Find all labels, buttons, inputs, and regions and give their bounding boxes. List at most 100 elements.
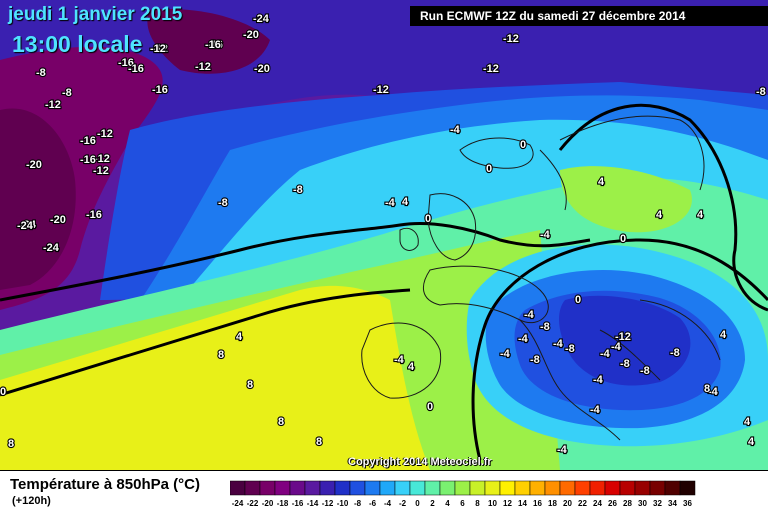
contour-label: -20 (254, 63, 270, 75)
contour-label: -4 (540, 229, 551, 241)
contour-label: -12 (373, 84, 389, 96)
scale-swatch (439, 480, 456, 496)
contour-label: -24 (253, 13, 270, 25)
scale-swatch (349, 480, 366, 496)
legend-title: Température à 850hPa (°C) (10, 476, 200, 493)
contour-label: 8 (704, 383, 710, 395)
contour-label: -12 (94, 153, 110, 165)
contour-label: 0 (575, 294, 581, 306)
scale-label: 12 (503, 499, 512, 508)
scale-swatch (274, 480, 291, 496)
scale-swatch (589, 480, 606, 496)
scale-swatch (364, 480, 381, 496)
scale-label: 2 (430, 499, 435, 508)
contour-label: -4 (557, 444, 568, 456)
contour-label: 4 (720, 329, 727, 341)
scale-label: -12 (322, 499, 334, 508)
scale-swatch (649, 480, 666, 496)
scale-label: -10 (337, 499, 349, 508)
scale-label: 10 (488, 499, 497, 508)
scale-label: -14 (307, 499, 319, 508)
scale-swatch (484, 480, 501, 496)
contour-label: -4 (450, 124, 461, 136)
contour-label: 4 (748, 436, 755, 448)
contour-label: 4 (598, 176, 605, 188)
contour-label: -8 (756, 86, 766, 98)
scale-swatch (409, 480, 426, 496)
isotherm-0-east (471, 238, 768, 461)
contour-label: -16 (80, 135, 96, 147)
legend-footer: Température à 850hPa (°C) (+120h) -24 -22… (0, 470, 768, 512)
contour-label: 8 (247, 379, 253, 391)
contour-label: -12 (503, 33, 519, 45)
field-cold-low-core (558, 295, 691, 386)
scale-label: -4 (384, 499, 392, 508)
contour-label: -16 (152, 84, 168, 96)
scale-label: 22 (578, 499, 587, 508)
contour-label: -4 (708, 386, 719, 398)
scale-swatch (604, 480, 621, 496)
scale-swatch (289, 480, 306, 496)
scale-swatch (244, 480, 261, 496)
scale-swatch (424, 480, 441, 496)
contour-label: -12 (152, 43, 168, 55)
scale-swatch (499, 480, 516, 496)
scale-swatch (634, 480, 651, 496)
contour-label: -8 (218, 197, 228, 209)
contour-label: 8 (218, 349, 224, 361)
contour-label: -8 (670, 347, 680, 359)
contour-label: 0 (0, 386, 6, 398)
scale-swatch (544, 480, 561, 496)
scale-label: 0 (415, 499, 420, 508)
forecast-date: jeudi 1 janvier 2015 (8, 4, 183, 25)
isotherm-0 (0, 222, 591, 302)
scale-swatch (679, 480, 696, 496)
coastlines (361, 115, 721, 441)
contour-label: -8 (565, 343, 575, 355)
contour-label: 0 (486, 163, 492, 175)
scale-swatch (619, 480, 636, 496)
scale-label: 14 (518, 499, 527, 508)
contour-label: -24 (43, 242, 60, 254)
scale-swatch (259, 480, 276, 496)
contour-label: -8 (293, 184, 303, 196)
contour-label: -4 (611, 341, 622, 353)
contour-label: -4 (500, 348, 511, 360)
contour-label: -8 (530, 354, 540, 366)
color-scale: -24 -22 -20 -18 -16 -14 -12 -10 -8 -6 -4 -2 0 2 4 6 8 10 1… (230, 480, 696, 508)
contour-label: -16 (207, 39, 223, 51)
run-info: Run ECMWF 12Z du samedi 27 décembre 2014 (410, 6, 768, 26)
contour-label: 4 (697, 209, 704, 221)
scale-label: 20 (563, 499, 572, 508)
scale-label: 32 (653, 499, 662, 508)
contour-label: -16 (118, 57, 134, 69)
scale-label: 18 (548, 499, 557, 508)
temperature-map: -24 -20 -16 -12 -8 -16 -12 -16 -12 -20 -16 -12 -16 -1… (0, 0, 768, 470)
field-arctic-cold (147, 9, 270, 74)
scale-label: 28 (623, 499, 632, 508)
contour-label: -12 (45, 99, 61, 111)
scale-label: -6 (369, 499, 377, 508)
scale-label: -18 (277, 499, 289, 508)
scale-label: 34 (668, 499, 677, 508)
contour-label: -4 (590, 404, 601, 416)
contour-label: -8 (620, 358, 630, 370)
scale-swatch (379, 480, 396, 496)
scale-swatch (304, 480, 321, 496)
isotherm-0-north (558, 103, 768, 312)
contour-label: -20 (26, 159, 42, 171)
copyright: Copyright 2014 Meteociel.fr (348, 456, 492, 468)
scale-label: -22 (247, 499, 259, 508)
scale-label: 30 (638, 499, 647, 508)
contour-label: 4 (236, 331, 243, 343)
map-canvas: -24 -20 -16 -12 -8 -16 -12 -16 -12 -20 -16 -12 -16 -1… (0, 0, 768, 470)
scale-swatch (334, 480, 351, 496)
contour-label: -12 (150, 43, 166, 55)
contour-label: -12 (93, 165, 109, 177)
scale-swatch (394, 480, 411, 496)
contour-label: -24 (20, 219, 37, 231)
scale-swatch (514, 480, 531, 496)
contour-label: -4 (518, 333, 529, 345)
contour-label: -16 (86, 209, 102, 221)
field-band-plus-8 (0, 285, 430, 470)
